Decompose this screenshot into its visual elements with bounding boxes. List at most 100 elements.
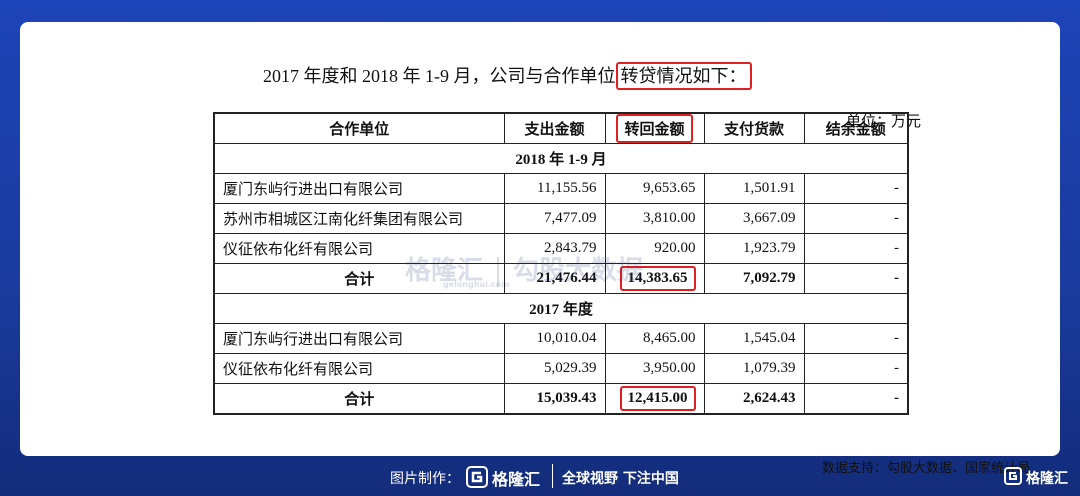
header-row: 合作单位 支出金额 转回金额 支付货款 结余金额: [213, 112, 909, 144]
total-cell: 15,039.43: [503, 383, 606, 414]
column-header: 支出金额: [503, 112, 606, 144]
total-cell: 7,092.79: [703, 263, 805, 294]
divider: [552, 464, 553, 488]
company-cell: 厦门东屿行进出口有限公司: [213, 173, 505, 204]
data-row: 仪征依布化纤有限公司 5,029.39 3,950.00 1,079.39 -: [213, 353, 909, 384]
cell-text: 结余金额: [825, 122, 886, 138]
slogan: 全球视野 下注中国: [562, 471, 679, 487]
watermark: 格隆汇 gelonghui.com 勾股大数据: [405, 250, 643, 289]
column-header: 转回金额: [604, 112, 705, 144]
highlight-box: 转回金额: [616, 114, 693, 143]
column-header: 结余金额: [803, 112, 909, 144]
corner-brand: 格隆汇: [1026, 471, 1068, 487]
cell-text: 15,039.43: [536, 389, 597, 406]
highlight-box: 12,415.00: [619, 385, 696, 411]
watermark-brand: 格隆汇: [405, 256, 484, 286]
company-cell: 仪征依布化纤有限公司: [213, 353, 505, 384]
title-highlight: 转贷情况如下：: [615, 62, 752, 90]
cell-text: 仪征依布化纤有限公司: [223, 362, 374, 378]
amount-cell: -: [803, 353, 909, 384]
cell-text: 合计: [344, 272, 375, 288]
total-cell: 12,415.00: [604, 383, 705, 414]
cell-text: 合计: [344, 391, 375, 408]
cell-text: 2017 年度: [529, 302, 593, 318]
section-label: 2017 年度: [213, 293, 909, 324]
cell-text: 1,079.39: [743, 360, 796, 376]
section-row: 2017 年度: [213, 293, 909, 324]
footer: 图片制作： 格隆汇 全球视野 下注中国 格隆汇: [0, 462, 1080, 492]
company-cell: 厦门东屿行进出口有限公司: [213, 323, 505, 354]
cell-text: 21,476.44: [536, 270, 597, 286]
cell-text: 合作单位: [329, 122, 390, 138]
amount-cell: 9,653.65: [604, 173, 705, 204]
cell-text: 2,843.79: [544, 240, 597, 256]
amount-cell: 8,465.00: [604, 323, 705, 354]
cell-text: 3,950.00: [643, 360, 696, 376]
cell-text: 10,010.04: [536, 330, 597, 346]
cell-text: 7,477.09: [544, 210, 597, 226]
cell-text: -: [894, 389, 899, 406]
amount-cell: 1,079.39: [703, 353, 805, 384]
total-label: 合计: [213, 263, 505, 294]
data-row: 仪征依布化纤有限公司 2,843.79 920.00 1,923.79 -: [213, 233, 909, 264]
amount-cell: 7,477.09: [503, 203, 606, 234]
amount-cell: 10,010.04: [503, 323, 606, 354]
cell-text: -: [894, 180, 899, 196]
cell-text: 1,923.79: [743, 240, 796, 256]
total-cell: 21,476.44: [503, 263, 606, 294]
title: 2017 年度和 2018 年 1-9 月，公司与合作单位 转贷情况如下：: [263, 62, 752, 90]
section-label: 2018 年 1-9 月: [213, 143, 909, 174]
cell-text: 厦门东屿行进出口有限公司: [223, 332, 404, 348]
card: 2017 年度和 2018 年 1-9 月，公司与合作单位 转贷情况如下： 单位：…: [20, 22, 1060, 476]
data-row: 厦门东屿行进出口有限公司 11,155.56 9,653.65 1,501.91 -: [213, 173, 909, 204]
made-by: 图片制作：: [390, 471, 460, 487]
cell-text: 1,545.04: [743, 330, 796, 346]
amount-cell: -: [803, 203, 909, 234]
cell-text: 苏州市相城区江南化纤集团有限公司: [223, 212, 464, 228]
section-row: 2018 年 1-9 月: [213, 143, 909, 174]
cell-text: -: [894, 270, 899, 286]
watermark-site: gelonghui.com: [443, 280, 510, 289]
amount-cell: 3,810.00: [604, 203, 705, 234]
total-cell: -: [803, 263, 909, 294]
company-cell: 苏州市相城区江南化纤集团有限公司: [213, 203, 505, 234]
footer-brand: 格隆汇: [492, 470, 541, 489]
amount-cell: 1,545.04: [703, 323, 805, 354]
cell-text: 11,155.56: [537, 180, 597, 196]
amount-cell: -: [803, 233, 909, 264]
cell-text: 2018 年 1-9 月: [515, 152, 607, 168]
data-row: 苏州市相城区江南化纤集团有限公司 7,477.09 3,810.00 3,667.09…: [213, 203, 909, 234]
total-cell: 2,624.43: [703, 383, 805, 414]
total-cell: -: [803, 383, 909, 414]
amount-cell: 3,950.00: [604, 353, 705, 384]
total-row: 合计 21,476.44 14,383.65 7,092.79 -: [213, 263, 909, 294]
cell-text: 5,029.39: [544, 360, 597, 376]
column-header: 支付货款: [703, 112, 805, 144]
source: 数据支持：勾股大数据、国家统计局: [821, 461, 1030, 476]
title-text: 2017 年度和 2018 年 1-9 月，公司与合作单位: [263, 66, 616, 86]
cell-text: 9,653.65: [643, 180, 696, 196]
cell-text: 3,667.09: [743, 210, 796, 226]
amount-cell: 11,155.56: [503, 173, 606, 204]
highlight-box: 14,383.65: [619, 266, 696, 291]
amount-cell: 5,029.39: [503, 353, 606, 384]
corner-logo-icon: [1004, 467, 1022, 485]
company-cell: 仪征依布化纤有限公司: [213, 233, 505, 264]
cell-text: 支付货款: [723, 122, 784, 138]
total-row: 合计 15,039.43 12,415.00 2,624.43 -: [213, 383, 909, 414]
cell-text: 3,810.00: [643, 210, 696, 226]
amount-cell: 3,667.09: [703, 203, 805, 234]
cell-text: 920.00: [654, 240, 696, 256]
cell-text: -: [894, 240, 899, 256]
cell-text: 8,465.00: [643, 330, 696, 346]
total-cell: 14,383.65: [604, 263, 705, 294]
amount-cell: -: [803, 173, 909, 204]
data-row: 厦门东屿行进出口有限公司 10,010.04 8,465.00 1,545.04 -: [213, 323, 909, 354]
amount-cell: 1,501.91: [703, 173, 805, 204]
cell-text: 1,501.91: [743, 180, 796, 196]
column-header: 合作单位: [213, 112, 505, 144]
cell-text: 2,624.43: [743, 389, 796, 406]
total-label: 合计: [213, 383, 505, 414]
divider: [497, 256, 500, 287]
